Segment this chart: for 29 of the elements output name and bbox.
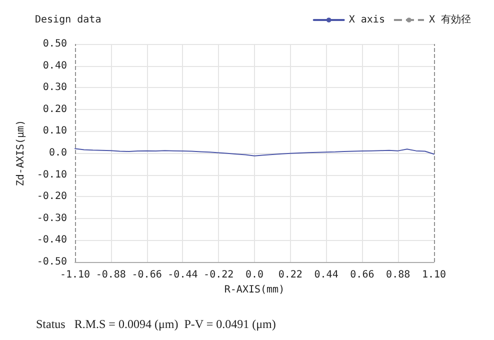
- x-tick-label: 1.10: [422, 270, 446, 280]
- chart-title: Design data: [35, 14, 102, 26]
- x-tick-label: -1.10: [60, 270, 90, 280]
- x-axis-title: R-AXIS(mm): [224, 284, 285, 296]
- y-tick-label: 0.20: [42, 104, 68, 115]
- legend-label: X 有効径: [428, 14, 472, 26]
- y-tick-label: 0.50: [42, 38, 68, 50]
- x-tick-label: 0.88: [386, 270, 410, 280]
- y-tick-label: -0.30: [36, 212, 68, 224]
- y-tick-label: -0.50: [36, 256, 68, 268]
- text: Status R.M.S = 0.0094 (μm) P-V = 0.0491 (μm): [36, 317, 276, 331]
- x-tick-label: 0.0: [245, 270, 264, 280]
- y-tick-label: 0.40: [42, 60, 68, 72]
- y-tick-label: -0.10: [36, 169, 68, 180]
- x-tick-label: -0.44: [168, 270, 198, 280]
- x-tick-label: 0.22: [278, 270, 302, 280]
- x-tick-label: 0.44: [314, 270, 338, 280]
- y-tick-label: -0.40: [36, 234, 68, 246]
- x-tick-label: -0.66: [132, 270, 162, 280]
- x-tick-label: -0.22: [204, 270, 234, 280]
- y-tick-label: 0.30: [42, 82, 68, 94]
- x-tick-label: -0.88: [96, 270, 126, 280]
- y-tick-label: 0.10: [42, 126, 68, 137]
- y-axis-title: Zd-AXIS(μm): [16, 120, 26, 186]
- line-series: [74, 148, 434, 156]
- legend-label: X axis: [348, 14, 385, 26]
- y-tick-label: -0.20: [36, 191, 68, 202]
- y-tick-label: 0.0: [48, 148, 68, 158]
- x-tick-label: 0.66: [350, 270, 374, 280]
